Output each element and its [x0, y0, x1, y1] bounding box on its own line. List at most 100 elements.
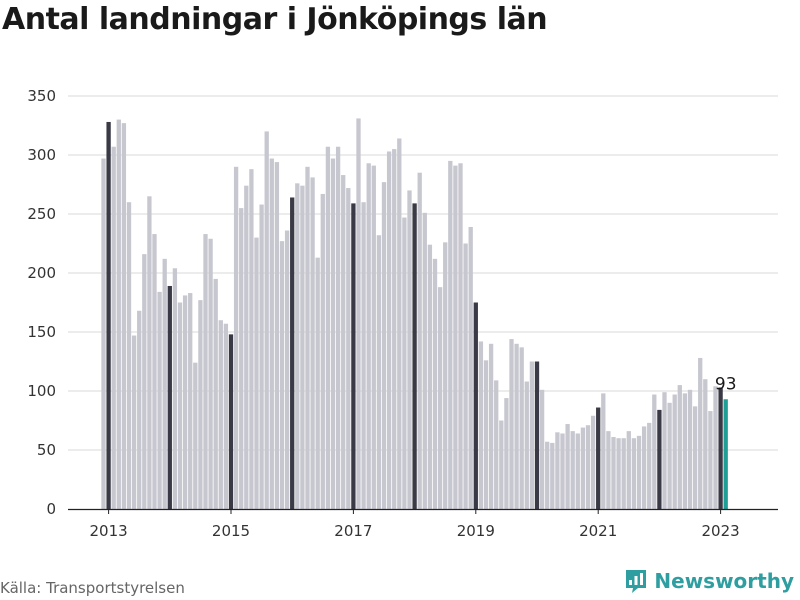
bar [499, 420, 504, 509]
bar [417, 172, 422, 509]
bar [708, 411, 713, 509]
bar [560, 433, 565, 509]
bar [647, 422, 652, 509]
bar [274, 162, 280, 509]
brand-logo: Newsworthy [624, 568, 794, 594]
bar [641, 426, 647, 509]
bar [315, 257, 320, 509]
data-label: 93 [715, 374, 737, 394]
bar [167, 285, 172, 509]
bar [692, 406, 698, 509]
bar [437, 287, 443, 509]
bar [193, 362, 198, 509]
bar [218, 320, 223, 509]
bar [677, 385, 682, 509]
bar [279, 241, 285, 509]
bar [616, 438, 621, 509]
x-axis: 2013 2015 2017 2019 2021 2023 [68, 508, 778, 540]
bar [494, 380, 499, 509]
y-tick-label: 200 [27, 264, 56, 282]
y-tick-label: 150 [27, 323, 56, 341]
bar [636, 435, 642, 509]
bar [172, 268, 178, 509]
bar [182, 295, 188, 509]
bar [718, 387, 723, 509]
bar [631, 438, 637, 509]
bar [198, 300, 203, 509]
x-tick-label: 2021 [579, 522, 617, 540]
bar [228, 334, 234, 509]
bar [402, 217, 407, 510]
bar [310, 177, 315, 510]
bar [152, 234, 157, 509]
bar [371, 165, 376, 509]
bar [376, 235, 382, 510]
y-axis: 0 50 100 150 200 250 300 350 [27, 87, 56, 518]
bar [381, 182, 387, 509]
bar [290, 197, 295, 510]
bar [458, 163, 463, 509]
bar [585, 425, 591, 509]
bar [545, 441, 550, 509]
bar [341, 175, 346, 509]
bar [142, 254, 147, 509]
y-tick-label: 100 [27, 382, 56, 400]
bar [687, 389, 693, 509]
x-tick-label: 2023 [702, 522, 740, 540]
bar [703, 379, 708, 509]
bar [432, 258, 438, 509]
bar [555, 432, 560, 509]
bar [131, 335, 137, 509]
bar [448, 160, 453, 509]
bar [392, 149, 397, 509]
bar [652, 394, 657, 509]
x-tick-label: 2015 [212, 522, 250, 540]
bar [137, 310, 142, 509]
bar [662, 392, 667, 509]
bar [514, 343, 519, 509]
bar [320, 193, 325, 509]
bar [249, 169, 254, 509]
x-tick-label: 2013 [90, 522, 128, 540]
bar [463, 243, 468, 509]
bar [427, 244, 433, 509]
bar [570, 431, 575, 509]
bar [682, 393, 688, 509]
annotations: 93 [715, 374, 737, 394]
bar [473, 302, 478, 509]
bar [386, 151, 392, 509]
bar [667, 402, 672, 509]
bar [335, 146, 341, 510]
bar [223, 323, 229, 509]
bar [590, 415, 596, 509]
y-tick-label: 250 [27, 205, 56, 223]
bar [208, 238, 213, 509]
bar [468, 226, 473, 510]
bar [162, 258, 167, 509]
bar [621, 438, 626, 509]
bar [101, 158, 106, 510]
bar [188, 293, 193, 509]
bar [233, 166, 239, 510]
bar [366, 163, 371, 509]
bar [580, 427, 586, 509]
bar [121, 123, 127, 509]
bar [295, 183, 300, 509]
bar [657, 409, 662, 509]
bar [407, 190, 412, 509]
x-tick-label: 2017 [334, 522, 372, 540]
bar [106, 121, 111, 510]
bar [539, 389, 545, 509]
bar [611, 437, 616, 509]
bar [213, 278, 218, 509]
bar [244, 185, 249, 509]
x-tick-label: 2019 [457, 522, 495, 540]
bar [713, 386, 718, 509]
bar [356, 118, 361, 510]
bar [305, 166, 310, 510]
bar [116, 119, 121, 509]
bar [422, 212, 427, 509]
y-tick-label: 350 [27, 87, 56, 105]
brand-name: Newsworthy [654, 569, 794, 593]
